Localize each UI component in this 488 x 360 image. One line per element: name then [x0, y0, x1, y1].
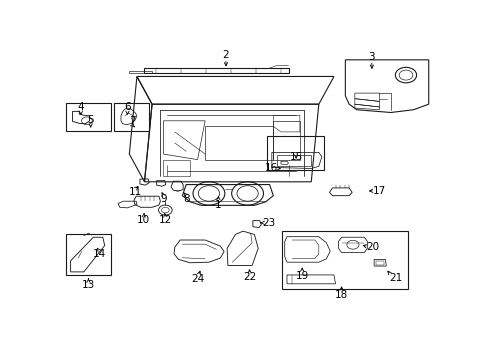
Text: 15: 15: [289, 152, 302, 162]
Text: 22: 22: [243, 273, 256, 283]
Bar: [375, 261, 383, 265]
Bar: [277, 155, 311, 166]
Text: 17: 17: [372, 186, 386, 196]
Text: 9: 9: [160, 194, 166, 204]
Text: 11: 11: [128, 187, 142, 197]
Text: 7: 7: [129, 116, 135, 126]
Bar: [65, 103, 111, 131]
Text: 12: 12: [159, 215, 172, 225]
Text: 6: 6: [124, 102, 130, 112]
Text: 18: 18: [334, 290, 347, 300]
Text: 19: 19: [295, 271, 308, 281]
Text: 23: 23: [262, 218, 275, 228]
Text: 2: 2: [222, 50, 229, 60]
Text: 14: 14: [92, 249, 105, 259]
Bar: [282, 231, 407, 289]
Text: 1: 1: [215, 201, 221, 210]
Bar: [114, 103, 149, 131]
Text: 10: 10: [137, 215, 150, 225]
Bar: [65, 234, 111, 275]
Text: 8: 8: [183, 194, 189, 204]
Text: 13: 13: [81, 280, 95, 290]
Bar: [266, 136, 324, 170]
Text: 24: 24: [191, 274, 204, 284]
Text: 5: 5: [87, 115, 94, 125]
Text: 16: 16: [264, 163, 278, 174]
Text: 21: 21: [388, 273, 401, 283]
Text: 3: 3: [368, 51, 374, 62]
Text: 4: 4: [78, 102, 84, 112]
Text: 20: 20: [366, 242, 378, 252]
